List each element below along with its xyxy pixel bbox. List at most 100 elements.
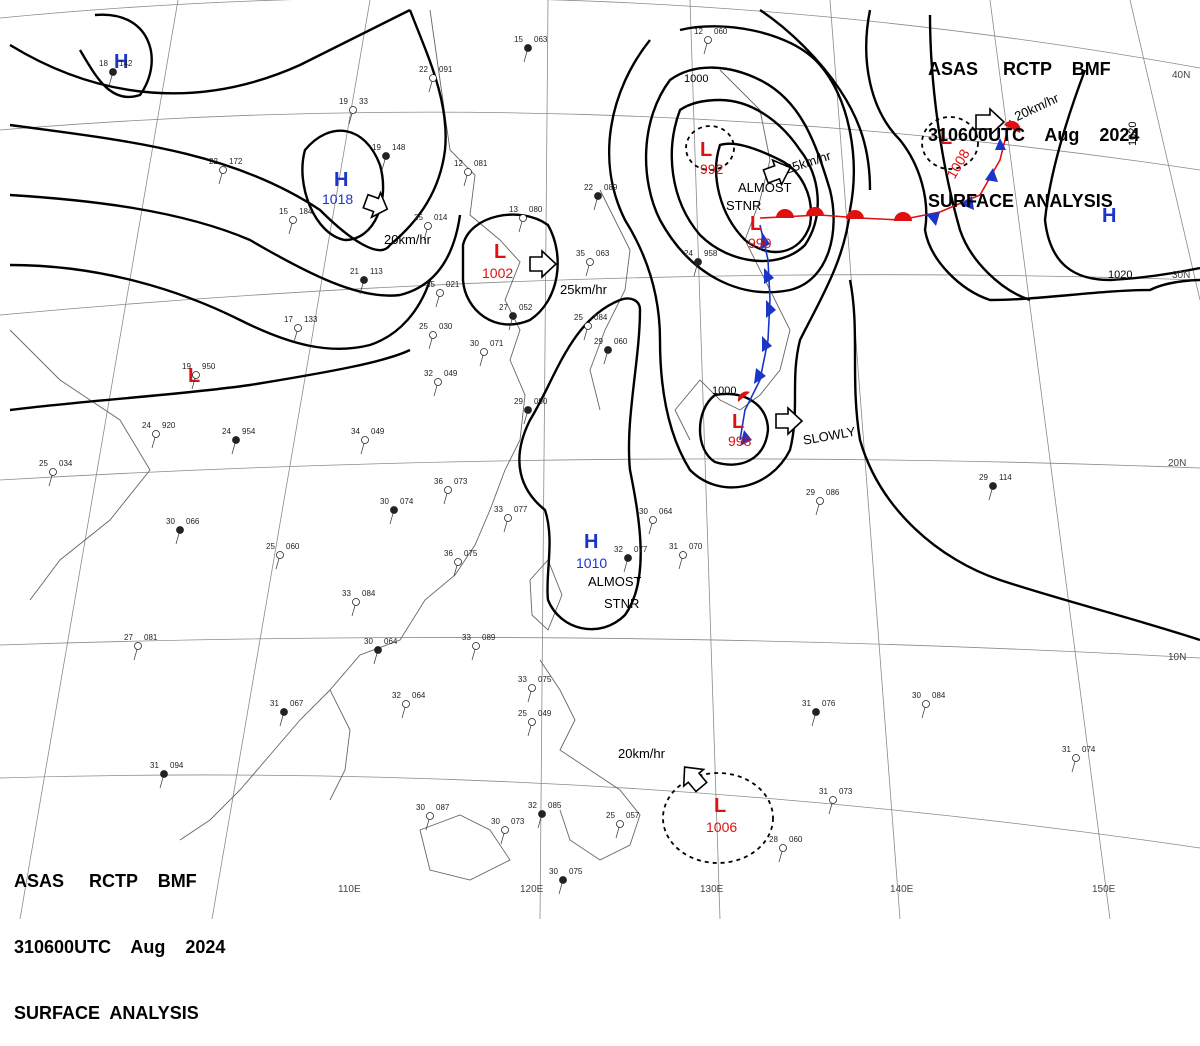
station-temperature: 30 (639, 507, 648, 516)
station-temperature: 31 (270, 699, 279, 708)
meridian-130e (689, 0, 721, 919)
station-pressure: 034 (59, 459, 73, 468)
station-marker (1072, 754, 1080, 762)
station-marker (232, 436, 240, 444)
station-temperature: 30 (416, 803, 425, 812)
station-marker (402, 700, 410, 708)
station-plot: 34 049 (351, 427, 385, 455)
meridian-100e (19, 0, 179, 919)
station-marker (152, 430, 160, 438)
station-temperature: 30 (364, 637, 373, 646)
station-plot: 25 060 (266, 542, 300, 570)
high-center-value: 1018 (322, 191, 353, 207)
station-temperature: 25 (414, 213, 423, 222)
isobar-1 (9, 8, 411, 95)
station-plot: 31 073 (819, 787, 853, 815)
station-marker (374, 646, 382, 654)
station-plot: 25 021 (426, 280, 460, 308)
chart-header-top: ASAS RCTP BMF 310600UTC Aug 2024 SURFACE… (928, 14, 1139, 234)
stationary-label-line1: ALMOST (738, 180, 792, 195)
coastlines (9, 9, 791, 881)
station-temperature: 30 (380, 497, 389, 506)
lat-label-40n: 40N (1172, 70, 1190, 81)
station-temperature: 27 (124, 633, 133, 642)
lon-label-150e: 150E (1092, 884, 1116, 895)
warm-front-semicircle (1004, 120, 1021, 133)
cold-front-line (739, 224, 771, 441)
station-marker (361, 436, 369, 444)
coast-philippines (539, 659, 641, 861)
station-plot: 29 114 (979, 473, 1012, 501)
dashed-low-1006 (662, 772, 774, 864)
station-marker (829, 796, 837, 804)
dashed-lows (662, 116, 979, 864)
station-temperature: 25 (419, 322, 428, 331)
station-temperature: 29 (979, 473, 988, 482)
station-plot: 32 049 (424, 369, 458, 397)
station-pressure: 064 (384, 637, 398, 646)
header-line-2: 310600UTC Aug 2024 (928, 125, 1140, 145)
station-temperature: 30 (912, 691, 921, 700)
station-marker (584, 322, 592, 330)
station-marker (429, 331, 437, 339)
station-marker (989, 482, 997, 490)
station-marker (360, 276, 368, 284)
station-marker (624, 554, 632, 562)
station-plot: 25 034 (39, 459, 73, 487)
cold-front-triangle (760, 232, 770, 250)
station-pressure: 075 (538, 675, 552, 684)
coast-korea (589, 189, 631, 411)
station-plot: 31 094 (150, 761, 184, 789)
coast-china (329, 9, 526, 801)
station-pressure: 067 (290, 699, 304, 708)
meridian-150e (989, 0, 1111, 919)
station-temperature: 32 (392, 691, 401, 700)
coast-borneo (419, 814, 511, 881)
station-marker (559, 876, 567, 884)
station-pressure: 089 (482, 633, 496, 642)
meridian-120e (539, 0, 549, 919)
stationary-label-line2: STNR (726, 198, 761, 213)
station-pressure: 113 (370, 267, 383, 276)
warm-front-semicircle (894, 212, 912, 221)
isobar-1002-ring (461, 213, 559, 326)
station-pressure: 085 (548, 801, 562, 810)
station-pressure: 076 (822, 699, 836, 708)
isobar-japan-inner-1 (670, 98, 819, 263)
latitude-30n (0, 274, 1200, 316)
station-temperature: 33 (494, 505, 503, 514)
lon-label-110e: 110E (338, 884, 361, 895)
station-pressure: 080 (529, 205, 543, 214)
station-plot: 30 084 (912, 691, 946, 719)
low-center-letter: L (494, 241, 506, 263)
station-pressure: 094 (170, 761, 184, 770)
station-temperature: 24 (684, 249, 693, 258)
station-plot: 12 081 (454, 159, 488, 187)
station-temperature: 15 (514, 35, 523, 44)
header-line-1: ASAS RCTP BMF (14, 871, 197, 891)
station-temperature: 31 (819, 787, 828, 796)
station-pressure: 087 (436, 803, 450, 812)
station-plot: 27 081 (124, 633, 158, 661)
station-pressure: 073 (511, 817, 525, 826)
station-pressure: 090 (534, 397, 548, 406)
station-marker (219, 166, 227, 174)
station-marker (922, 700, 930, 708)
station-marker (616, 820, 624, 828)
station-plot: 22 091 (419, 65, 453, 93)
isobar-labels: 1000 1000 1020 1020 (684, 73, 1139, 397)
isobar-ryukyu-low (698, 392, 770, 466)
station-temperature: 25 (606, 811, 615, 820)
station-marker (528, 718, 536, 726)
station-pressure: 060 (789, 835, 803, 844)
lat-labels: 40N 30N 20N 10N (1168, 70, 1190, 663)
station-temperature: 19 (339, 97, 348, 106)
station-pressure: 073 (839, 787, 853, 796)
station-temperature: 35 (576, 249, 585, 258)
lon-label-120e: 120E (520, 884, 544, 895)
station-temperature: 22 (584, 183, 593, 192)
station-pressure: 060 (614, 337, 628, 346)
station-temperature: 30 (549, 867, 558, 876)
motion-arrow (762, 158, 792, 187)
dashed-low-992 (685, 125, 735, 171)
